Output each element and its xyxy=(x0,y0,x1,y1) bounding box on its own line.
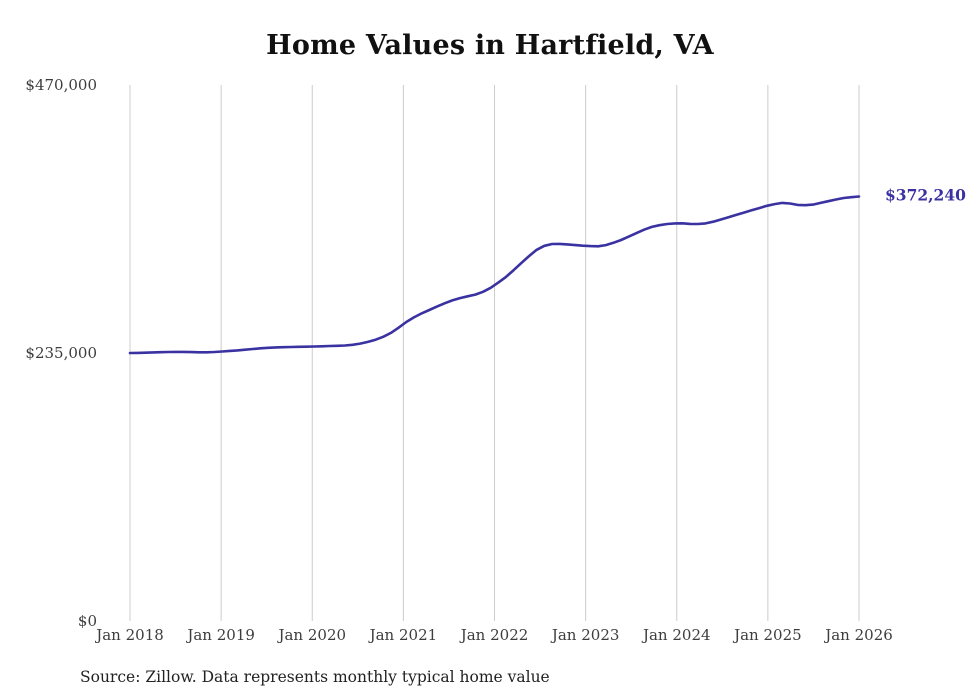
x-tick-label: Jan 2019 xyxy=(185,626,255,644)
source-note: Source: Zillow. Data represents monthly … xyxy=(80,668,550,686)
y-tick-label: $0 xyxy=(78,612,97,630)
x-tick-label: Jan 2021 xyxy=(368,626,438,644)
chart-title: Home Values in Hartfield, VA xyxy=(266,30,714,61)
y-tick-label: $235,000 xyxy=(25,344,97,362)
end-value-label: $372,240 xyxy=(885,185,966,204)
x-tick-label: Jan 2023 xyxy=(550,626,620,644)
y-tick-label: $470,000 xyxy=(25,76,97,94)
x-tick-label: Jan 2022 xyxy=(459,626,529,644)
x-tick-label: Jan 2025 xyxy=(732,626,802,644)
x-tick-label: Jan 2026 xyxy=(823,626,893,644)
x-tick-label: Jan 2020 xyxy=(276,626,346,644)
x-tick-label: Jan 2018 xyxy=(94,626,164,644)
x-tick-label: Jan 2024 xyxy=(641,626,711,644)
value-line xyxy=(128,195,861,355)
